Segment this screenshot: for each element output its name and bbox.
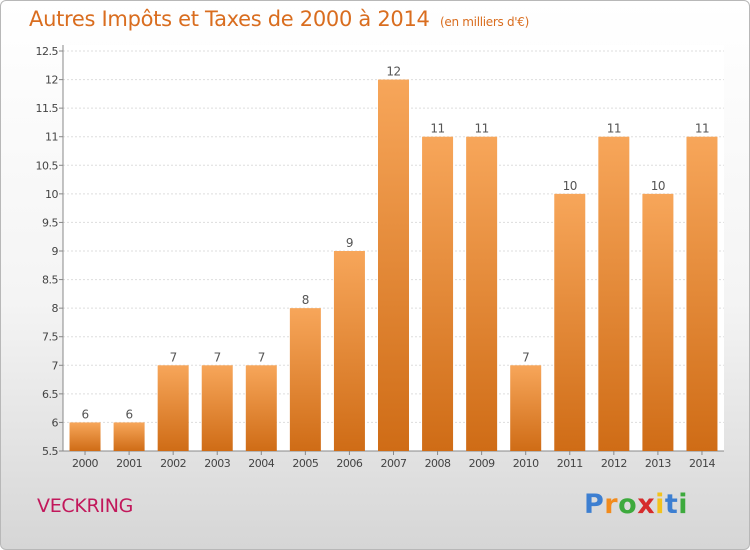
value-label-2002: 7 xyxy=(170,350,177,364)
bar-2013 xyxy=(642,193,674,451)
proxiti-logo[interactable]: Proxiti xyxy=(584,489,688,520)
value-label-2006: 9 xyxy=(346,236,353,250)
value-label-2000: 6 xyxy=(81,407,88,421)
logo-letter: x xyxy=(637,489,656,520)
x-tick-label-2003: 2003 xyxy=(204,457,230,470)
y-tick-label: 7 xyxy=(52,359,59,372)
bar-2010 xyxy=(510,365,542,451)
city-name: VECKRING xyxy=(37,495,134,517)
value-label-2003: 7 xyxy=(214,350,221,364)
value-label-2001: 6 xyxy=(126,407,133,421)
x-tick-label-2007: 2007 xyxy=(381,457,407,470)
y-tick-label: 7.5 xyxy=(42,331,58,344)
y-tick-label: 5.5 xyxy=(42,445,58,458)
bar-2012 xyxy=(598,136,630,451)
x-tick-label-2002: 2002 xyxy=(160,457,186,470)
value-label-2012: 11 xyxy=(607,122,621,136)
bar-2008 xyxy=(422,136,454,451)
y-tick-label: 6.5 xyxy=(42,388,58,401)
value-label-2009: 11 xyxy=(474,122,488,136)
y-tick-label: 12.5 xyxy=(36,45,59,58)
value-label-2013: 10 xyxy=(651,179,665,193)
bar-2000 xyxy=(69,422,101,451)
bar-2009 xyxy=(466,136,498,451)
value-label-2014: 11 xyxy=(695,122,709,136)
value-label-2007: 12 xyxy=(386,65,400,79)
y-tick-label: 11 xyxy=(45,131,58,144)
y-tick-label: 8.5 xyxy=(42,274,58,287)
bar-2004 xyxy=(245,365,277,451)
logo-letter: P xyxy=(584,489,605,520)
x-tick-label-2010: 2010 xyxy=(513,457,539,470)
bars xyxy=(69,79,718,452)
x-tick-label-2008: 2008 xyxy=(425,457,451,470)
x-tick-label-2001: 2001 xyxy=(116,457,142,470)
y-tick-label: 6 xyxy=(52,416,59,429)
bar-2007 xyxy=(378,79,409,452)
y-tick-label: 11.5 xyxy=(36,102,59,115)
value-label-2011: 10 xyxy=(563,179,577,193)
y-tick-label: 12 xyxy=(45,74,58,87)
logo-letter: i xyxy=(678,489,689,520)
bar-2014 xyxy=(686,136,718,451)
chart-title: Autres Impôts et Taxes de 2000 à 2014 (e… xyxy=(29,7,529,31)
x-tick-label-2012: 2012 xyxy=(601,457,627,470)
chart-subtitle: (en milliers d'€) xyxy=(440,15,530,29)
value-label-2010: 7 xyxy=(522,350,529,364)
y-tick-label: 10.5 xyxy=(36,159,59,172)
logo-letter: t xyxy=(664,489,679,520)
logo-letter: o xyxy=(618,489,638,520)
bar-2006 xyxy=(333,251,365,451)
logo-letter: r xyxy=(604,489,619,520)
value-label-2005: 8 xyxy=(302,293,309,307)
x-tick-label-2004: 2004 xyxy=(248,457,274,470)
x-tick-label-2013: 2013 xyxy=(645,457,671,470)
value-label-2004: 7 xyxy=(258,350,265,364)
y-tick-label: 10 xyxy=(45,188,58,201)
bar-2011 xyxy=(554,193,586,451)
bar-2002 xyxy=(157,365,189,451)
labels: 5.5 6 6.5 7 7.5 8 8.5 9 9.5 10 10.5 11 11.5 12 12.5 6 20… xyxy=(36,45,716,470)
y-tick-label: 8 xyxy=(52,302,59,315)
x-tick-label-2000: 2000 xyxy=(72,457,98,470)
y-tick-label: 9.5 xyxy=(42,216,58,229)
x-tick-label-2011: 2011 xyxy=(557,457,583,470)
y-tick-label: 9 xyxy=(52,245,59,258)
bar-2001 xyxy=(113,422,145,451)
value-label-2008: 11 xyxy=(430,122,444,136)
x-tick-label-2006: 2006 xyxy=(336,457,362,470)
bar-2003 xyxy=(201,365,233,451)
chart-title-text: Autres Impôts et Taxes de 2000 à 2014 xyxy=(29,7,430,31)
logo-letter: i xyxy=(655,489,665,520)
x-tick-label-2014: 2014 xyxy=(689,457,715,470)
bar-2005 xyxy=(289,308,321,451)
x-tick-label-2009: 2009 xyxy=(469,457,495,470)
x-tick-label-2005: 2005 xyxy=(292,457,318,470)
